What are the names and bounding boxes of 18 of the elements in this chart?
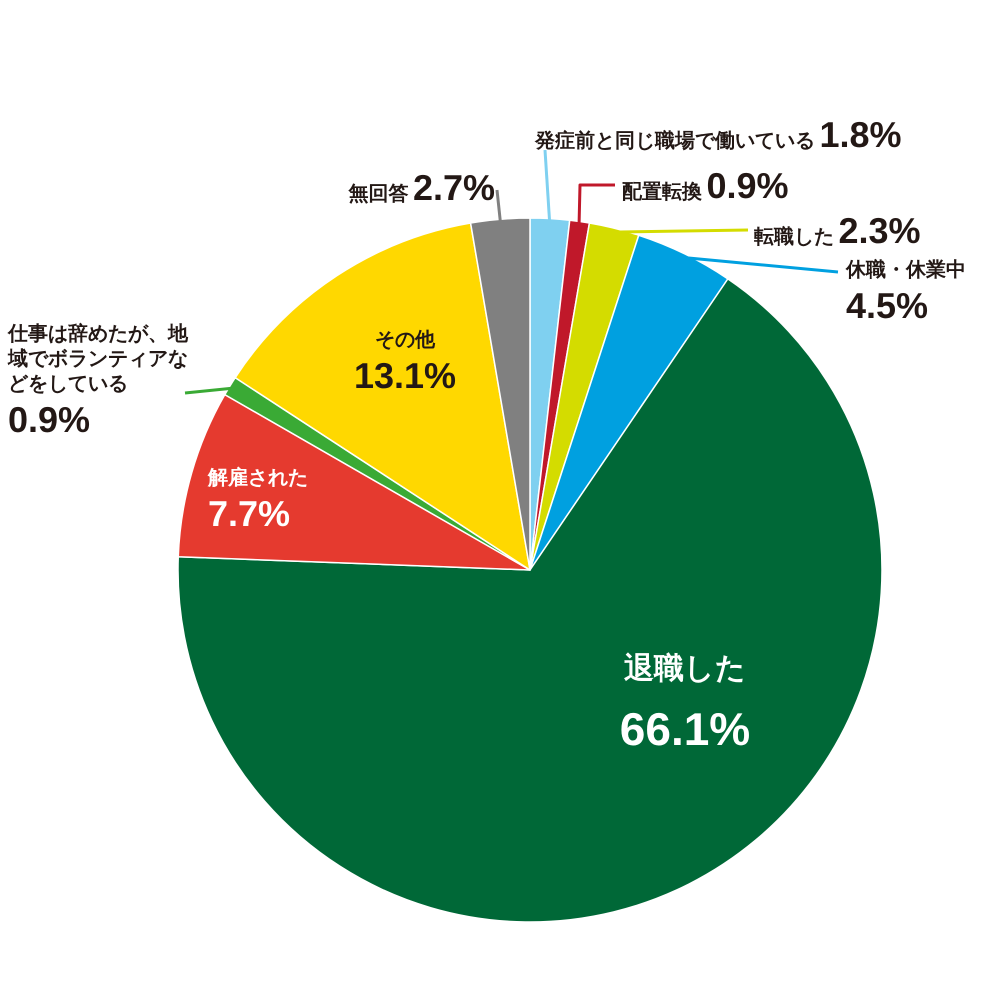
- slice-label: 休職・休業中: [846, 259, 966, 281]
- data-label: 4.5%: [846, 285, 928, 326]
- slice-label: 無回答: [348, 183, 408, 205]
- slice-label: 転職した: [754, 226, 834, 248]
- data-label: 0.9%: [706, 165, 789, 206]
- slice-label: 配置転換: [622, 181, 702, 203]
- slice-label: その他: [375, 329, 435, 351]
- slice-label: 仕事は辞めたが、地域でボランティアなどをしている: [8, 323, 188, 395]
- slice-label: 退職した: [624, 652, 746, 685]
- slice-label: 発症前と同じ職場で働いている: [535, 130, 815, 152]
- data-label: 1.8%: [819, 114, 902, 155]
- data-label: 2.7%: [412, 167, 495, 208]
- data-label: 66.1%: [620, 703, 750, 755]
- data-label: 0.9%: [8, 399, 90, 440]
- data-label: 13.1%: [354, 355, 456, 396]
- data-label: 2.3%: [838, 210, 921, 251]
- data-label: 7.7%: [208, 493, 290, 534]
- slice-label: 解雇された: [208, 467, 308, 489]
